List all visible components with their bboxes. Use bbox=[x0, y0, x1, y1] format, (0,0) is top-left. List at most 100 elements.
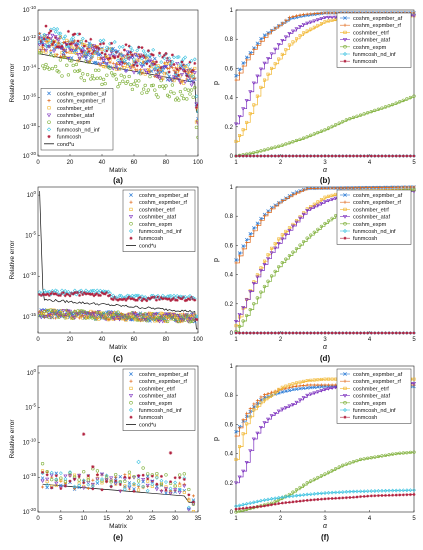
series-funmcosh-point bbox=[39, 293, 43, 297]
series-expm-point bbox=[383, 453, 388, 458]
series-expm-point bbox=[398, 451, 402, 455]
series-expm-point bbox=[50, 66, 55, 71]
series-etrf-point bbox=[150, 484, 154, 488]
series-expm-point bbox=[164, 84, 168, 88]
panel-0: 0 20 40 60 80 10010-2010-1810-1610-1410-1210-… bbox=[9, 5, 204, 174]
series-ataf-point bbox=[173, 488, 178, 492]
series-funmcosh-point bbox=[66, 29, 70, 33]
series-funmcosh-point bbox=[158, 51, 162, 55]
series-funmcosh-point bbox=[68, 294, 72, 298]
legend-swatch bbox=[128, 394, 134, 398]
y-tick-label: 0 bbox=[230, 154, 234, 160]
series-expm-point bbox=[89, 313, 93, 317]
series-funmcosh-point bbox=[359, 154, 363, 158]
series-expm-point bbox=[95, 469, 100, 473]
series-expm-point bbox=[373, 455, 377, 459]
series-etrf-point bbox=[140, 69, 144, 73]
series-funmcosh-point bbox=[90, 292, 94, 296]
outlier-point bbox=[81, 432, 86, 436]
series-expm-point bbox=[408, 95, 413, 100]
series-funmcosh-point bbox=[78, 32, 82, 36]
series-funmcosh-point bbox=[161, 297, 165, 301]
series-expmber_rf-point bbox=[302, 383, 306, 387]
series-ataf-point bbox=[244, 461, 249, 465]
series-expm-point bbox=[387, 104, 391, 108]
series-funmcosh-point bbox=[191, 68, 195, 72]
series-nd_inf-point bbox=[394, 488, 399, 493]
series-ataf-point bbox=[61, 309, 66, 313]
legend-label: coshm_expm bbox=[353, 45, 387, 51]
series-ataf-point bbox=[191, 313, 196, 317]
series-expm-point bbox=[326, 126, 331, 130]
series-ataf-point bbox=[191, 80, 196, 85]
series-ataf-point bbox=[319, 202, 324, 206]
series-funmcosh-point bbox=[259, 154, 263, 158]
x-tick-label: 40 bbox=[99, 160, 106, 166]
series-ataf-point bbox=[183, 80, 188, 84]
series-ataf-point bbox=[186, 320, 191, 324]
series-expmber_rf-point bbox=[270, 207, 274, 211]
series-expm-point bbox=[146, 318, 151, 322]
x-tick-label: 0 bbox=[36, 337, 40, 343]
series-ataf-point bbox=[119, 62, 124, 67]
series-expm-point bbox=[92, 77, 96, 81]
series-expmber_rf-point bbox=[344, 186, 348, 190]
series-ataf-point bbox=[315, 203, 320, 208]
series-expm-point bbox=[73, 69, 77, 73]
series-expm-point bbox=[323, 128, 327, 132]
series-funmcosh-point bbox=[295, 331, 299, 335]
series-nd_inf-point bbox=[53, 29, 58, 34]
series-funmcosh-point bbox=[270, 503, 274, 507]
series-expmber_rf-point bbox=[191, 494, 195, 498]
series-funmcosh-point bbox=[277, 502, 281, 506]
series-expmber_rf-point bbox=[270, 28, 274, 32]
series-etrf-point bbox=[305, 379, 309, 383]
series-etrf-point bbox=[187, 498, 191, 502]
series-funmcosh-point bbox=[291, 500, 295, 504]
series-ataf-point bbox=[330, 15, 335, 20]
series-etrf-point bbox=[255, 94, 259, 98]
series-ataf-point bbox=[237, 475, 242, 480]
series-funmcosh-point bbox=[142, 297, 146, 301]
series-nd_inf-point bbox=[111, 293, 116, 298]
series-nd_inf-point bbox=[192, 57, 197, 62]
series-expmber_rf-point bbox=[291, 193, 295, 197]
legend-swatch bbox=[343, 222, 347, 226]
series-expm-point bbox=[298, 137, 302, 142]
series-expmber_rf-point bbox=[337, 186, 341, 190]
series-funmcosh-point bbox=[89, 37, 93, 41]
series-funmcosh-point bbox=[47, 293, 51, 297]
series-expmber_rf-point bbox=[334, 11, 338, 15]
series-expmber_rf-point bbox=[135, 68, 139, 72]
series-nd_inf-point bbox=[45, 483, 50, 487]
legend-label: funmcosh_nd_inf bbox=[353, 52, 396, 58]
y-tick-label: 0.2 bbox=[225, 125, 234, 131]
series-funmcosh-point bbox=[111, 54, 115, 58]
series-funmcosh-point bbox=[284, 501, 288, 505]
series-expm-point bbox=[93, 68, 98, 72]
series-funmcosh-point bbox=[121, 60, 125, 64]
series-expmber_af-point bbox=[259, 216, 263, 221]
series-expm-point bbox=[85, 73, 90, 77]
series-funmcosh-point bbox=[401, 493, 405, 497]
y-tick-label: 10-14 bbox=[23, 63, 37, 72]
series-nd_inf-point bbox=[95, 479, 100, 484]
series-expm-point bbox=[40, 462, 45, 466]
series-funmcosh-point bbox=[302, 499, 306, 503]
series-funmcosh-point bbox=[95, 45, 99, 49]
series-expm-point bbox=[255, 296, 260, 300]
series-ataf-point bbox=[104, 478, 109, 482]
series-nd_inf-point bbox=[90, 288, 95, 293]
series-expm-point bbox=[273, 269, 277, 274]
series-ataf-point bbox=[333, 196, 338, 201]
panel-3: 1 2 3 4 500.20.40.60.81αpcoshm_expmber_afcos… bbox=[213, 185, 416, 351]
series-ataf-point bbox=[330, 386, 335, 391]
series-funmcosh-point bbox=[159, 474, 163, 478]
series-funmcosh-point bbox=[132, 297, 136, 301]
series-nd_inf-point bbox=[154, 475, 159, 480]
series-expmber_rf-point bbox=[71, 41, 75, 45]
legend-label: funmcosh bbox=[353, 415, 377, 421]
points bbox=[38, 191, 198, 330]
series-nd_inf-point bbox=[58, 31, 63, 36]
series-ataf-point bbox=[312, 19, 317, 23]
